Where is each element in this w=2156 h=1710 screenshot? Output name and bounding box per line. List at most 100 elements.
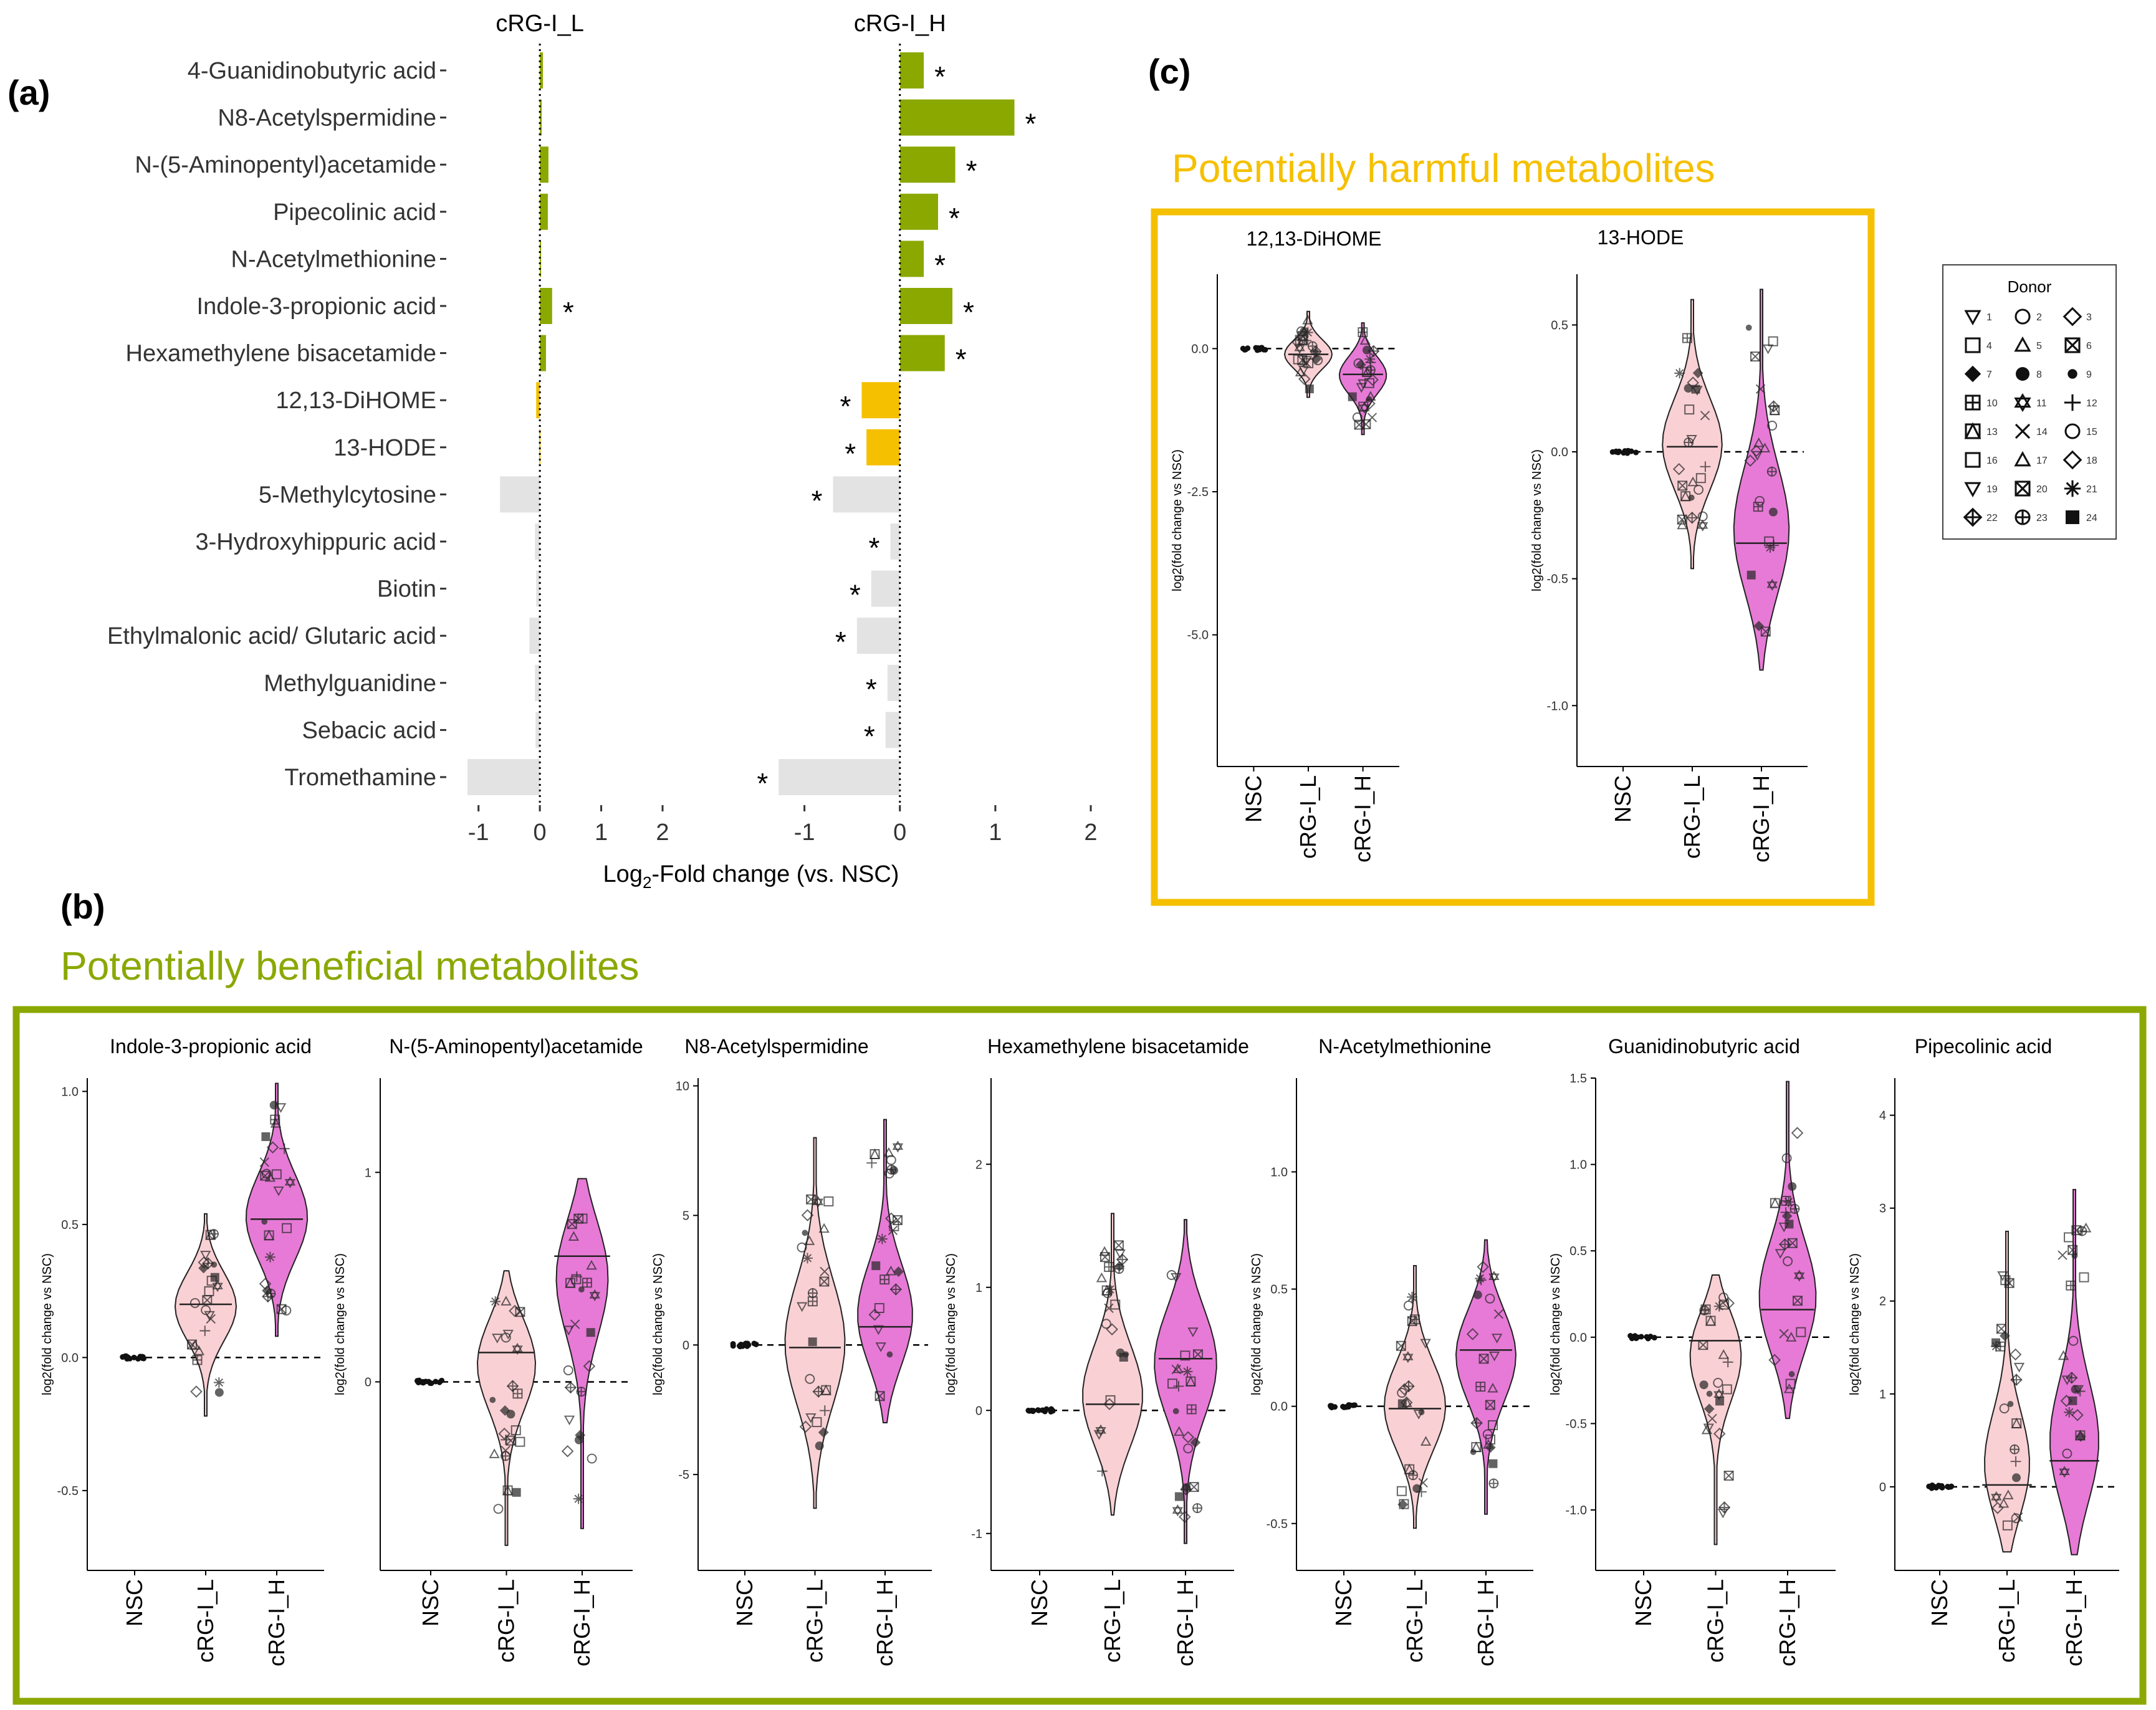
- donor-point: [1718, 1292, 1729, 1303]
- y-tick-label: 2: [1879, 1295, 1886, 1309]
- donor-point: [586, 1259, 597, 1270]
- symbol-diamond: [1366, 373, 1379, 386]
- symbol-x: [2004, 1278, 2015, 1288]
- donor-point: [805, 1373, 815, 1384]
- violin-title: Indole-3-propionic acid: [110, 1035, 312, 1058]
- donor-point: [2074, 1430, 2086, 1441]
- symbol-cross: [206, 1314, 216, 1324]
- donor-point: [202, 1295, 213, 1306]
- donor-point: [874, 1391, 885, 1402]
- donor-point: [818, 1223, 830, 1233]
- symbol-x: [187, 1339, 197, 1350]
- symbol-circle-filled: [574, 1435, 583, 1445]
- symbol-tri-down: [805, 1413, 817, 1423]
- donor-point: [1105, 1395, 1116, 1405]
- donor-point: [1303, 358, 1314, 368]
- symbol-diamond-filled: [1485, 1442, 1496, 1453]
- legend-donor-number: 2: [2036, 312, 2042, 323]
- symbol-square: [1110, 1299, 1121, 1310]
- symbol-square: [1303, 358, 1314, 368]
- donor-point: [1699, 1305, 1710, 1316]
- violin-title: N-(5-Aminopentyl)acetamide: [389, 1035, 643, 1058]
- symbol-plus: [1767, 467, 1776, 476]
- legend-symbol-circle-plus: [2015, 509, 2031, 525]
- donor-point: [279, 1143, 290, 1154]
- symbol-plus: [1790, 1204, 1799, 1213]
- symbol-x: [874, 1391, 885, 1401]
- donor-point: [1093, 1430, 1105, 1440]
- symbol-diamond: [583, 1360, 596, 1373]
- symbol-asterisk: [1765, 542, 1776, 553]
- donor-point: [1291, 336, 1304, 349]
- symbol-square: [1965, 337, 1981, 353]
- donor-point: [1791, 1127, 1804, 1139]
- symbol-tri-up: [2014, 393, 2031, 408]
- legend-symbol-square: [1965, 337, 1981, 353]
- bar-ethylmalonic-acid-glutaric-acid-H: [856, 618, 900, 654]
- symbol-circle-filled: [1651, 1335, 1657, 1341]
- symbol-plus: [887, 1165, 896, 1174]
- symbol-circle: [1999, 1403, 2010, 1414]
- symbol-diamond: [190, 1385, 203, 1398]
- donor-point: [492, 1334, 503, 1344]
- legend-donor-number: 18: [2086, 456, 2097, 466]
- donor-point: [1781, 1210, 1793, 1221]
- legend-symbol-diamond: [2063, 450, 2082, 470]
- symbol-tri-down: [1420, 1339, 1431, 1349]
- donor-point: [489, 1448, 500, 1458]
- symbol-plus: [2066, 1372, 2077, 1383]
- x-category-label: NSC: [1027, 1579, 1052, 1626]
- symbol-plus: [2064, 394, 2081, 411]
- y-tick-label: 1: [1879, 1388, 1886, 1402]
- symbol-square-filled: [1488, 1459, 1498, 1468]
- donor-point: [1302, 314, 1313, 325]
- donor-point: [1677, 480, 1688, 491]
- nsc-point: [1262, 346, 1268, 353]
- symbol-circle-filled: [2012, 1473, 2021, 1483]
- x-category-label: NSC: [732, 1579, 757, 1626]
- symbol-plus: [507, 1380, 518, 1392]
- donor-point: [1488, 1459, 1498, 1468]
- symbol-square-filled: [2066, 510, 2079, 524]
- symbol-tri-down: [563, 1325, 574, 1335]
- bar-n-acetylmethionine-L: [540, 241, 542, 277]
- bar-tromethamine-H: [779, 759, 900, 795]
- symbol-tri-up: [1487, 1382, 1498, 1393]
- symbol-plus: [1187, 1405, 1196, 1414]
- donor-point: [1183, 1443, 1194, 1454]
- symbol-plus: [513, 1389, 522, 1398]
- donor-point: [2068, 1396, 2077, 1405]
- y-tick-label: 0: [365, 1375, 371, 1389]
- symbol-circle-filled: [416, 1377, 422, 1383]
- x-category-label: cRG-I_H: [264, 1579, 289, 1666]
- donor-point: [1403, 1301, 1414, 1311]
- symbol-circle: [805, 1373, 815, 1384]
- donor-point: [1755, 495, 1765, 506]
- donor-point: [1691, 385, 1700, 394]
- donor-point: [2058, 1350, 2069, 1360]
- donor-point: [1100, 1252, 1110, 1263]
- donor-point: [1685, 512, 1698, 524]
- donor-point: [1478, 1354, 1489, 1364]
- donor-point: [1488, 1420, 1498, 1430]
- donor-point: [2009, 1348, 2022, 1361]
- symbol-x: [1788, 1238, 1798, 1248]
- row-label-5-methylcytosine: 5-Methylcytosine: [259, 482, 436, 508]
- bar-methylguanidine-H: [887, 664, 900, 701]
- symbol-circle: [797, 1242, 807, 1253]
- symbol-dot: [489, 1397, 496, 1403]
- symbol-plus: [813, 1386, 824, 1397]
- symbol-tri-down: [284, 1178, 296, 1188]
- y-axis-label: log2(fold change vs NSC): [1848, 1253, 1862, 1395]
- donor-point: [270, 1117, 282, 1128]
- symbol-diamond: [1182, 1431, 1194, 1444]
- symbol-tri-down: [1775, 1249, 1786, 1259]
- row-label-13-hode: 13-HODE: [333, 435, 436, 461]
- significance-marker: *: [757, 767, 768, 800]
- donor-point: [583, 1360, 596, 1373]
- symbol-tri-up: [1096, 1272, 1108, 1282]
- symbol-tri-down: [1713, 1391, 1725, 1401]
- donor-point: [563, 1415, 575, 1426]
- symbol-tri-up: [1302, 314, 1313, 325]
